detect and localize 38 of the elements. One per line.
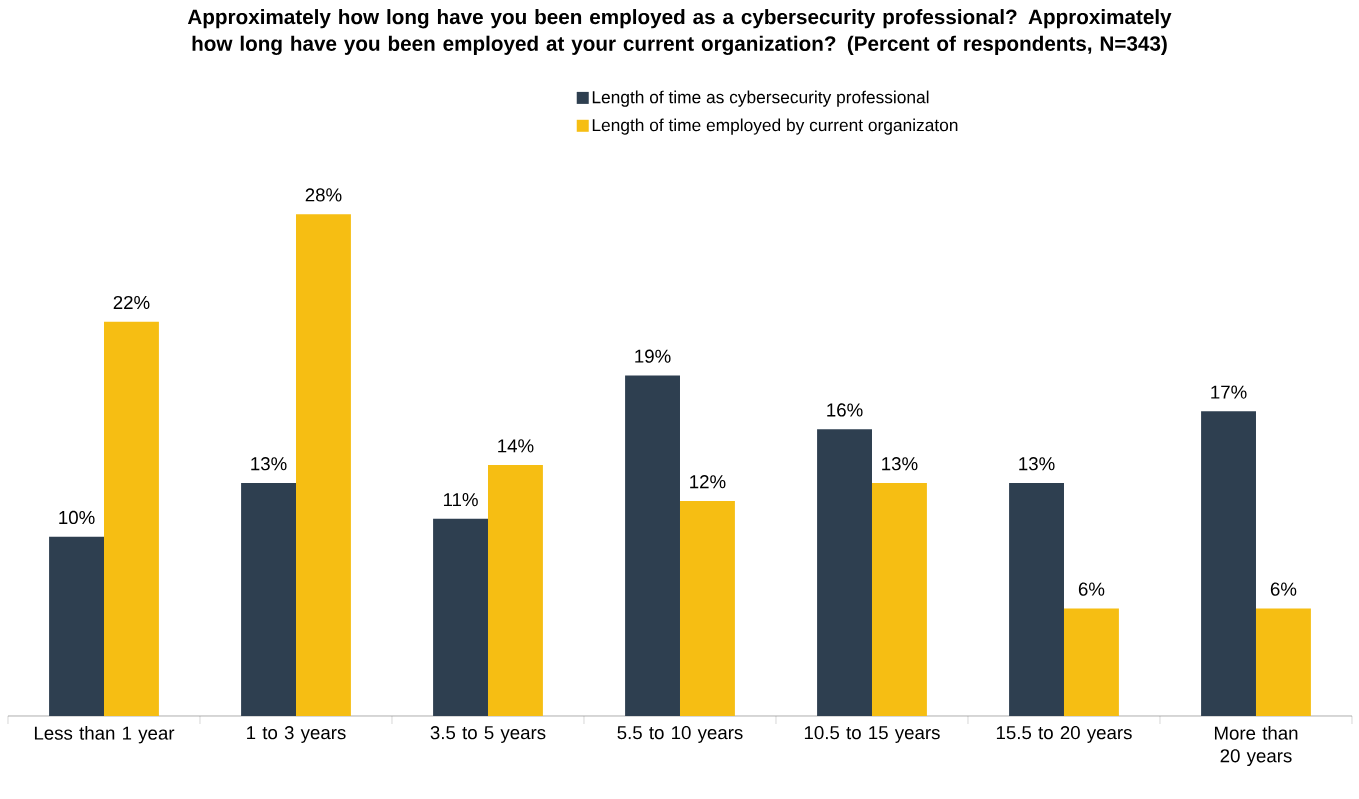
legend-label: Length of time as cybersecurity professional [592,90,929,107]
bar [1255,608,1311,716]
data-label: 13% [251,457,287,471]
bar [625,375,680,716]
bar [871,483,927,716]
bar [679,500,735,716]
x-tick-label: 3.5 to 5 years [430,726,546,743]
data-label: 10% [59,510,95,525]
chart-title: Approximately how long have you been employed as a cybersecurity professional? Approximately how long have you been employed at your current organization? (Percent of respondents, N=343) [187,9,1172,56]
bar [1009,483,1064,716]
x-tick-label: Less than 1 year [34,726,175,744]
data-label: 13% [882,457,918,471]
data-label: 19% [635,349,671,363]
data-label: 17% [1211,385,1247,399]
bar [241,483,296,716]
x-tick-label: 10.5 to 15 years [804,726,940,743]
data-label: 22% [113,295,150,310]
bar [49,536,104,716]
x-tick-label: More than 20 years [1214,726,1298,767]
bar [1063,608,1119,716]
data-label: 14% [498,439,534,453]
data-label: 28% [305,188,342,202]
legend-label: Length of time employed by current organizaton [592,118,958,135]
bar [296,214,351,716]
x-tick-label: 15.5 to 20 years [996,726,1132,743]
data-label: 16% [827,403,863,417]
data-label: 11% [443,493,478,507]
x-tick-label: 5.5 to 10 years [617,726,743,743]
data-label: 12% [690,475,726,489]
data-label: 6% [1078,582,1105,596]
bar [1201,411,1256,716]
bar [488,465,543,716]
data-label: 6% [1270,582,1297,596]
bar [817,429,872,716]
bar [104,321,159,716]
bar [433,518,488,716]
data-label: 13% [1019,457,1055,471]
x-tick-label: 1 to 3 years [247,726,346,743]
